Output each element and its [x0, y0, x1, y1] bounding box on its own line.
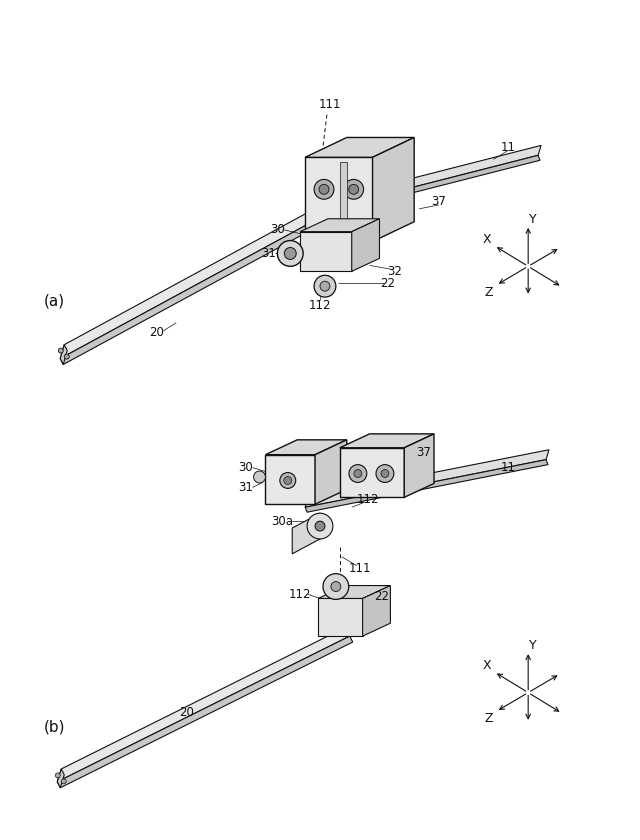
Text: 11: 11 — [501, 461, 516, 474]
Polygon shape — [292, 513, 320, 554]
Text: 112: 112 — [356, 493, 379, 506]
Text: 30a: 30a — [271, 515, 293, 528]
Polygon shape — [340, 162, 347, 237]
Circle shape — [277, 240, 303, 266]
Polygon shape — [60, 344, 67, 365]
Polygon shape — [300, 218, 380, 232]
Circle shape — [381, 470, 389, 477]
Polygon shape — [58, 636, 353, 788]
Polygon shape — [300, 232, 352, 271]
Polygon shape — [60, 207, 343, 365]
Polygon shape — [305, 449, 549, 507]
Polygon shape — [58, 769, 64, 788]
Polygon shape — [58, 623, 354, 782]
Circle shape — [55, 773, 60, 778]
Text: Y: Y — [529, 213, 537, 226]
Text: (a): (a) — [44, 293, 65, 308]
Polygon shape — [305, 157, 372, 242]
Circle shape — [284, 248, 296, 260]
Text: 112: 112 — [308, 300, 332, 312]
Text: 37: 37 — [417, 446, 431, 459]
Text: 112: 112 — [289, 588, 312, 601]
Circle shape — [344, 180, 364, 199]
Polygon shape — [266, 454, 315, 504]
Polygon shape — [348, 145, 541, 204]
Circle shape — [64, 354, 69, 359]
Circle shape — [376, 465, 394, 482]
Text: Y: Y — [529, 639, 537, 652]
Circle shape — [354, 470, 362, 477]
Circle shape — [280, 473, 296, 488]
Polygon shape — [305, 138, 414, 157]
Text: 32: 32 — [387, 265, 402, 278]
Text: 20: 20 — [179, 706, 194, 719]
Text: 111: 111 — [348, 562, 371, 575]
Circle shape — [319, 184, 329, 194]
Polygon shape — [363, 585, 390, 636]
Text: 30: 30 — [238, 461, 253, 474]
Polygon shape — [318, 598, 363, 636]
Polygon shape — [372, 138, 414, 242]
Circle shape — [61, 779, 66, 784]
Circle shape — [349, 465, 367, 482]
Polygon shape — [305, 459, 548, 512]
Circle shape — [307, 513, 333, 539]
Text: 37: 37 — [431, 196, 446, 208]
Text: 111: 111 — [319, 98, 341, 111]
Polygon shape — [352, 218, 380, 271]
Polygon shape — [340, 434, 434, 448]
Polygon shape — [348, 155, 540, 209]
Polygon shape — [266, 440, 347, 454]
Text: 22: 22 — [380, 276, 395, 290]
Circle shape — [349, 184, 358, 194]
Text: X: X — [483, 659, 491, 672]
Text: 20: 20 — [149, 326, 164, 339]
Circle shape — [320, 281, 330, 291]
Polygon shape — [60, 193, 344, 359]
Circle shape — [284, 476, 292, 485]
Polygon shape — [318, 585, 390, 598]
Circle shape — [314, 276, 336, 297]
Text: Z: Z — [484, 712, 493, 726]
Circle shape — [323, 574, 349, 600]
Circle shape — [58, 348, 63, 353]
Text: 30: 30 — [270, 223, 285, 236]
Text: (b): (b) — [44, 720, 65, 735]
Circle shape — [331, 581, 341, 591]
Polygon shape — [315, 440, 347, 504]
Circle shape — [253, 471, 266, 483]
Text: X: X — [483, 233, 491, 246]
Text: 22: 22 — [374, 590, 389, 603]
Text: 11: 11 — [501, 141, 516, 154]
Text: 31: 31 — [261, 247, 276, 260]
Text: Z: Z — [484, 286, 493, 299]
Polygon shape — [340, 448, 404, 497]
Text: 31: 31 — [238, 481, 253, 494]
Polygon shape — [404, 434, 434, 497]
Circle shape — [314, 180, 334, 199]
Circle shape — [315, 521, 325, 531]
